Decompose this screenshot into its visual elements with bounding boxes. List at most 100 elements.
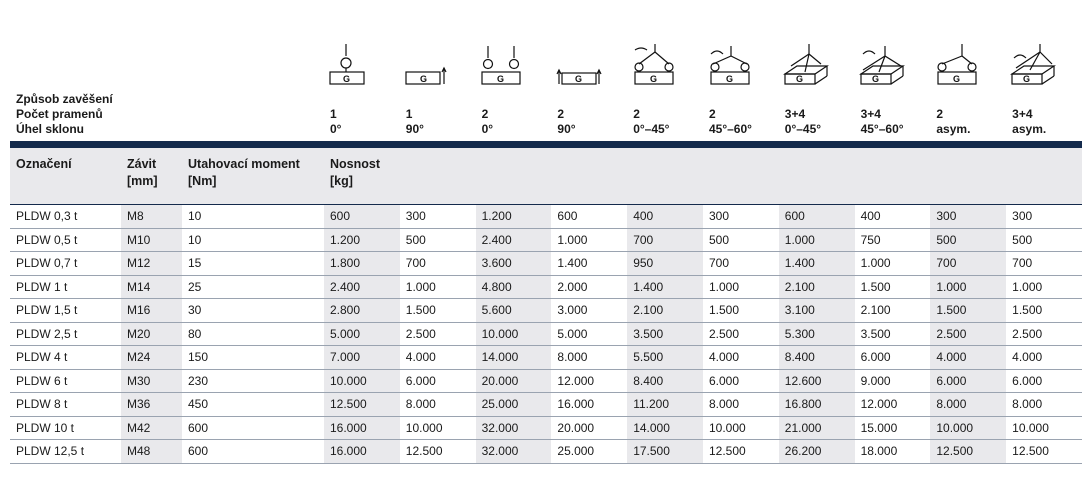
load-cell: 1.400	[778, 251, 855, 276]
load-cell: 12.500	[399, 439, 476, 464]
load-cell: 2.100	[778, 275, 855, 299]
angle-value: 0°–45°	[633, 122, 670, 136]
load-cell: 15.000	[854, 416, 931, 440]
table-row: PLDW 1 t M14 25 2.400 1.000 4.800 2.000 1.400 1.…	[10, 275, 1082, 299]
load-cell: 3.100	[778, 298, 855, 323]
strands-value: 2	[936, 107, 944, 121]
load-cell: 1.500	[930, 298, 1007, 323]
load-cell: 10.000	[1006, 416, 1082, 440]
load-cell: 8.000	[399, 392, 476, 417]
designation-cell: PLDW 10 t	[10, 416, 121, 440]
thread-cell: M48	[121, 439, 182, 464]
svg-text:G: G	[726, 74, 733, 84]
load-cell: 3.600	[475, 251, 552, 276]
method-icons-row: G G G G	[10, 30, 1082, 92]
load-cell: 6.000	[702, 369, 779, 393]
load-cell: 5.300	[778, 322, 855, 346]
strands-value: 1	[405, 107, 413, 121]
torque-cell: 600	[182, 439, 324, 464]
table-row: PLDW 10 t M42 600 16.000 10.000 32.000 20.000 1…	[10, 416, 1082, 440]
torque-cell: 80	[182, 322, 324, 346]
sling-two-asym-icon: G	[937, 44, 977, 85]
load-cell: 5.500	[627, 345, 703, 370]
table-row: PLDW 2,5 t M20 80 5.000 2.500 10.000 5.000 3.50…	[10, 322, 1082, 346]
load-cell: 1.500	[854, 275, 931, 299]
thread-cell: M8	[121, 204, 182, 229]
thread-cell: M16	[121, 298, 182, 323]
designation-cell: PLDW 0,7 t	[10, 251, 121, 276]
load-cell: 4.000	[702, 345, 779, 370]
load-cell: 12.000	[854, 392, 931, 417]
table-row: PLDW 0,7 t M12 15 1.800 700 3.600 1.400 950 700 1…	[10, 251, 1082, 276]
load-cell: 2.500	[702, 322, 779, 346]
sling-four-leg-icon: G	[782, 44, 829, 85]
load-capacity-table: G G G G	[10, 30, 1082, 464]
load-cell: 1.500	[399, 298, 476, 323]
load-cell: 4.000	[930, 345, 1007, 370]
strands-value: 1	[330, 107, 337, 121]
designation-cell: PLDW 8 t	[10, 392, 121, 417]
load-cell: 7.000	[324, 345, 400, 370]
angle-value: asym.	[936, 122, 971, 136]
load-cell: 700	[930, 251, 1007, 276]
column-header-row: Označení Závit [mm] Utahovací moment [Nm] …	[10, 148, 1082, 205]
load-cell: 20.000	[551, 416, 628, 440]
svg-text:G: G	[497, 74, 504, 84]
angle-label: Úhel sklonu	[16, 122, 85, 136]
method-icon-cell: G	[324, 30, 400, 92]
load-cell: 2.100	[627, 298, 703, 323]
load-cell: 2.100	[854, 298, 931, 323]
load-cell: 6.000	[930, 369, 1007, 393]
torque-cell: 30	[182, 298, 324, 323]
angle-value: 0°–45°	[784, 122, 822, 136]
designation-cell: PLDW 0,3 t	[10, 204, 121, 229]
strands-value: 3+4	[1012, 107, 1033, 121]
sling-four-asym-icon: G	[1010, 44, 1057, 85]
load-cell: 1.000	[778, 228, 855, 252]
svg-text:G: G	[872, 74, 879, 84]
load-cell: 2.500	[1006, 322, 1082, 346]
method-icon-cell: G	[779, 30, 855, 92]
load-cell: 1.000	[702, 275, 779, 299]
torque-cell: 10	[182, 228, 324, 252]
load-cell: 700	[627, 228, 703, 252]
method-icon-cell: G	[1006, 30, 1082, 92]
load-cell: 14.000	[475, 345, 552, 370]
load-cell: 9.000	[854, 369, 931, 393]
method-row: Způsob zavěšení	[10, 92, 1082, 107]
strands-value: 2	[557, 107, 565, 121]
load-cell: 6.000	[1006, 369, 1082, 393]
svg-text:G: G	[420, 74, 427, 84]
load-cell: 600	[778, 204, 855, 229]
torque-cell: 150	[182, 345, 324, 370]
load-cell: 32.000	[475, 416, 552, 440]
thread-cell: M42	[121, 416, 182, 440]
load-cell: 500	[399, 228, 476, 252]
load-cell: 2.500	[930, 322, 1007, 346]
svg-text:G: G	[575, 74, 582, 84]
angle-value: 0°	[481, 122, 494, 136]
load-cell: 1.500	[1006, 298, 1082, 323]
method-icon-cell: G	[930, 30, 1006, 92]
torque-cell: 10	[182, 204, 324, 229]
load-cell: 600	[324, 204, 400, 229]
load-cell: 1.500	[702, 298, 779, 323]
thread-cell: M24	[121, 345, 182, 370]
table-row: PLDW 4 t M24 150 7.000 4.000 14.000 8.000 5.500…	[10, 345, 1082, 370]
thread-cell: M20	[121, 322, 182, 346]
load-cell: 20.000	[475, 369, 552, 393]
load-cell: 1.000	[930, 275, 1007, 299]
angle-value: 0°	[330, 122, 342, 136]
sling-four-leg-wide-icon: G	[858, 46, 905, 85]
load-cell: 8.000	[551, 345, 628, 370]
load-cell: 2.000	[551, 275, 628, 299]
load-cell: 600	[551, 204, 628, 229]
load-cell: 3.000	[551, 298, 628, 323]
angle-value: 45°–60°	[860, 122, 904, 136]
load-cell: 10.000	[324, 369, 400, 393]
load-cell: 21.000	[778, 416, 855, 440]
load-cell: 400	[627, 204, 703, 229]
strands-label: Počet pramenů	[16, 107, 103, 121]
load-cell: 2.500	[399, 322, 476, 346]
load-cell: 25.000	[551, 439, 628, 464]
